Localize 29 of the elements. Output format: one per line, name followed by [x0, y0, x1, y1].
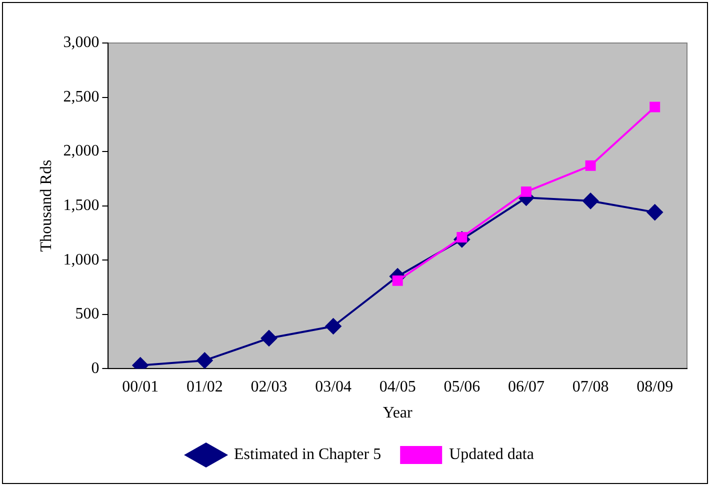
legend-label: Estimated in Chapter 5 [234, 446, 382, 464]
y-tick-label: 500 [75, 306, 100, 323]
point [520, 186, 532, 197]
x-tick-label: 05/06 [444, 378, 480, 396]
x-tick-label: 08/09 [636, 378, 674, 396]
x-axis-title: Year [382, 404, 414, 422]
x-tick-label: 04/05 [379, 378, 416, 396]
x-tick-label: 00/01 [122, 378, 159, 396]
legend-label: Updated data [449, 446, 534, 464]
point [646, 204, 663, 220]
point [650, 102, 660, 112]
y-axis-title: Thousand Rds [38, 160, 55, 252]
point [582, 192, 599, 209]
y-tick-label: 2,500 [63, 88, 100, 106]
point [260, 330, 277, 346]
x-tick-label: 03/04 [315, 378, 352, 396]
y-tick-label: 0 [91, 360, 100, 377]
point [392, 275, 403, 286]
x-tick-label: 06/07 [508, 378, 544, 396]
point [196, 352, 213, 368]
y-tick-label: 3,000 [63, 34, 100, 52]
x-tick-label: 07/08 [572, 378, 609, 396]
y-tick-label: 2,000 [63, 142, 100, 160]
y-tick-label: 1,000 [63, 251, 100, 268]
point [325, 318, 342, 334]
x-tick-label: 02/03 [250, 378, 288, 396]
x-tick-label: 01/02 [186, 378, 223, 396]
y-tick-label: 1,500 [63, 197, 100, 214]
point [585, 160, 596, 171]
